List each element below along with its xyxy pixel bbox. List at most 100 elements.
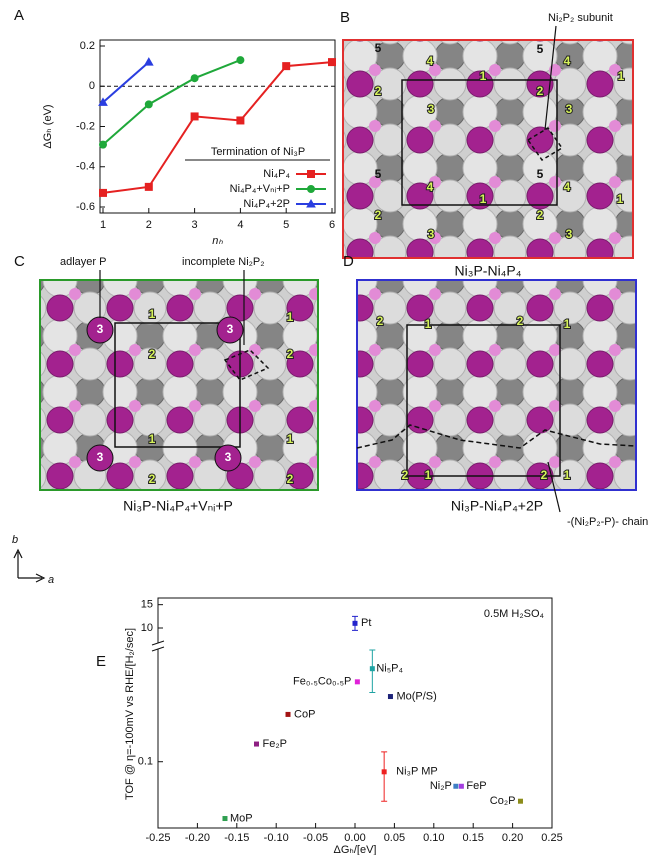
point-label: Ni₅P₄: [376, 663, 403, 675]
site-label: 1: [425, 468, 432, 482]
point-label: Mo(P/S): [396, 690, 436, 702]
site-label: 2: [537, 208, 544, 222]
site-label: 1: [149, 307, 156, 321]
point: [286, 712, 291, 717]
axis-key-b: b: [12, 534, 18, 546]
x-axis-label: nₕ: [212, 235, 223, 247]
point-label: MoP: [230, 812, 253, 824]
site-label: 5: [375, 41, 382, 55]
point-label: Pt: [361, 617, 371, 629]
y-tick-label: 15: [141, 599, 153, 611]
y-tick-label: -0.4: [76, 161, 95, 173]
x-tick-label: 0.25: [541, 832, 562, 844]
site-label: 3: [97, 450, 104, 464]
point-label: Co₂P: [490, 795, 516, 807]
x-tick-label: 0.00: [344, 832, 365, 844]
point-label: CoP: [294, 708, 315, 720]
legend-label: Ni₄P₄+2P: [243, 198, 290, 210]
plot-frame: [158, 598, 552, 828]
annotation: 0.5M H₂SO₄: [484, 608, 545, 620]
x-tick-label: 6: [329, 219, 335, 231]
site-label: 2: [517, 314, 524, 328]
x-tick-label: -0.05: [303, 832, 328, 844]
site-label: 1: [425, 317, 432, 331]
point: [222, 816, 227, 821]
site-label: 5: [537, 42, 544, 56]
x-tick-label: 2: [146, 219, 152, 231]
site-label: 2: [287, 472, 294, 486]
site-label: 1: [480, 192, 487, 206]
legend-title: Termination of Ni₃P: [211, 146, 305, 158]
structure-caption: Ni₃P-Ni₄P₄: [455, 263, 522, 279]
structure-image: [40, 280, 318, 490]
point: [370, 666, 375, 671]
structure-image: [343, 40, 633, 258]
site-label: 2: [149, 472, 156, 486]
site-label: 1: [480, 69, 487, 83]
error-bar: [369, 650, 375, 692]
marker: [145, 58, 153, 65]
site-label: 2: [375, 84, 382, 98]
y-tick-label: -0.6: [76, 201, 95, 213]
x-tick-label: -0.25: [145, 832, 170, 844]
site-label: 1: [618, 69, 625, 83]
legend-marker: [308, 171, 315, 178]
panel-label: E: [96, 653, 106, 670]
panel-label: A: [14, 7, 24, 24]
x-tick-label: 5: [283, 219, 289, 231]
y-axis-label: TOF @ η=-100mV vs RHE/[H₂/sec]: [124, 628, 136, 800]
point: [388, 694, 393, 699]
site-label: 3: [566, 102, 573, 116]
x-tick-label: 3: [192, 219, 198, 231]
series-line: [103, 62, 149, 102]
structure-annotation: Ni₂P₂ subunit: [548, 12, 613, 24]
marker: [191, 113, 198, 120]
point-label: Ni₃P MP: [396, 766, 438, 778]
x-tick-label: 4: [237, 219, 243, 231]
structure-caption: Ni₃P-Ni₄P₄+Vₙᵢ+P: [123, 498, 233, 514]
x-tick-label: 0.15: [462, 832, 483, 844]
error-bar: [381, 752, 387, 801]
x-tick-label: 0.20: [502, 832, 523, 844]
x-tick-label: 1: [100, 219, 106, 231]
site-label: 4: [564, 180, 571, 194]
panel-label: C: [14, 253, 25, 270]
structure-panel: 55441122335544112233: [343, 40, 633, 258]
marker: [237, 57, 244, 64]
x-tick-label: -0.15: [224, 832, 249, 844]
marker: [329, 59, 336, 66]
y-axis-label: ΔGₕ (eV): [42, 104, 54, 148]
legend-label: Ni₄P₄+Vₙᵢ+P: [230, 183, 290, 195]
marker: [145, 101, 152, 108]
series-line: [103, 60, 240, 145]
x-axis-label: ΔGₕ/[eV]: [334, 844, 377, 855]
marker: [237, 117, 244, 124]
site-label: 2: [377, 314, 384, 328]
figure: 5544112233554411223331312211332221212121…: [0, 0, 654, 855]
marker: [145, 183, 152, 190]
site-label: 3: [566, 227, 573, 241]
legend-marker: [308, 186, 315, 193]
y-tick-label: 0.2: [80, 40, 95, 52]
plot-frame: [100, 40, 335, 213]
y-tick-label: 10: [141, 622, 153, 634]
marker: [100, 141, 107, 148]
x-tick-label: 0.05: [384, 832, 405, 844]
site-label: 5: [537, 167, 544, 181]
site-label: 3: [227, 322, 234, 336]
x-tick-label: -0.10: [264, 832, 289, 844]
point-label: Fe₂P: [263, 738, 287, 750]
structure-image: [357, 280, 636, 490]
site-label: 2: [149, 347, 156, 361]
site-label: 4: [427, 180, 434, 194]
site-label: 2: [402, 468, 409, 482]
point: [382, 769, 387, 774]
site-label: 4: [564, 54, 571, 68]
site-label: 1: [287, 432, 294, 446]
y-tick-label: -0.2: [76, 120, 95, 132]
point: [518, 799, 523, 804]
site-label: 3: [428, 102, 435, 116]
marker: [191, 75, 198, 82]
y-tick-label: 0.1: [138, 756, 153, 768]
